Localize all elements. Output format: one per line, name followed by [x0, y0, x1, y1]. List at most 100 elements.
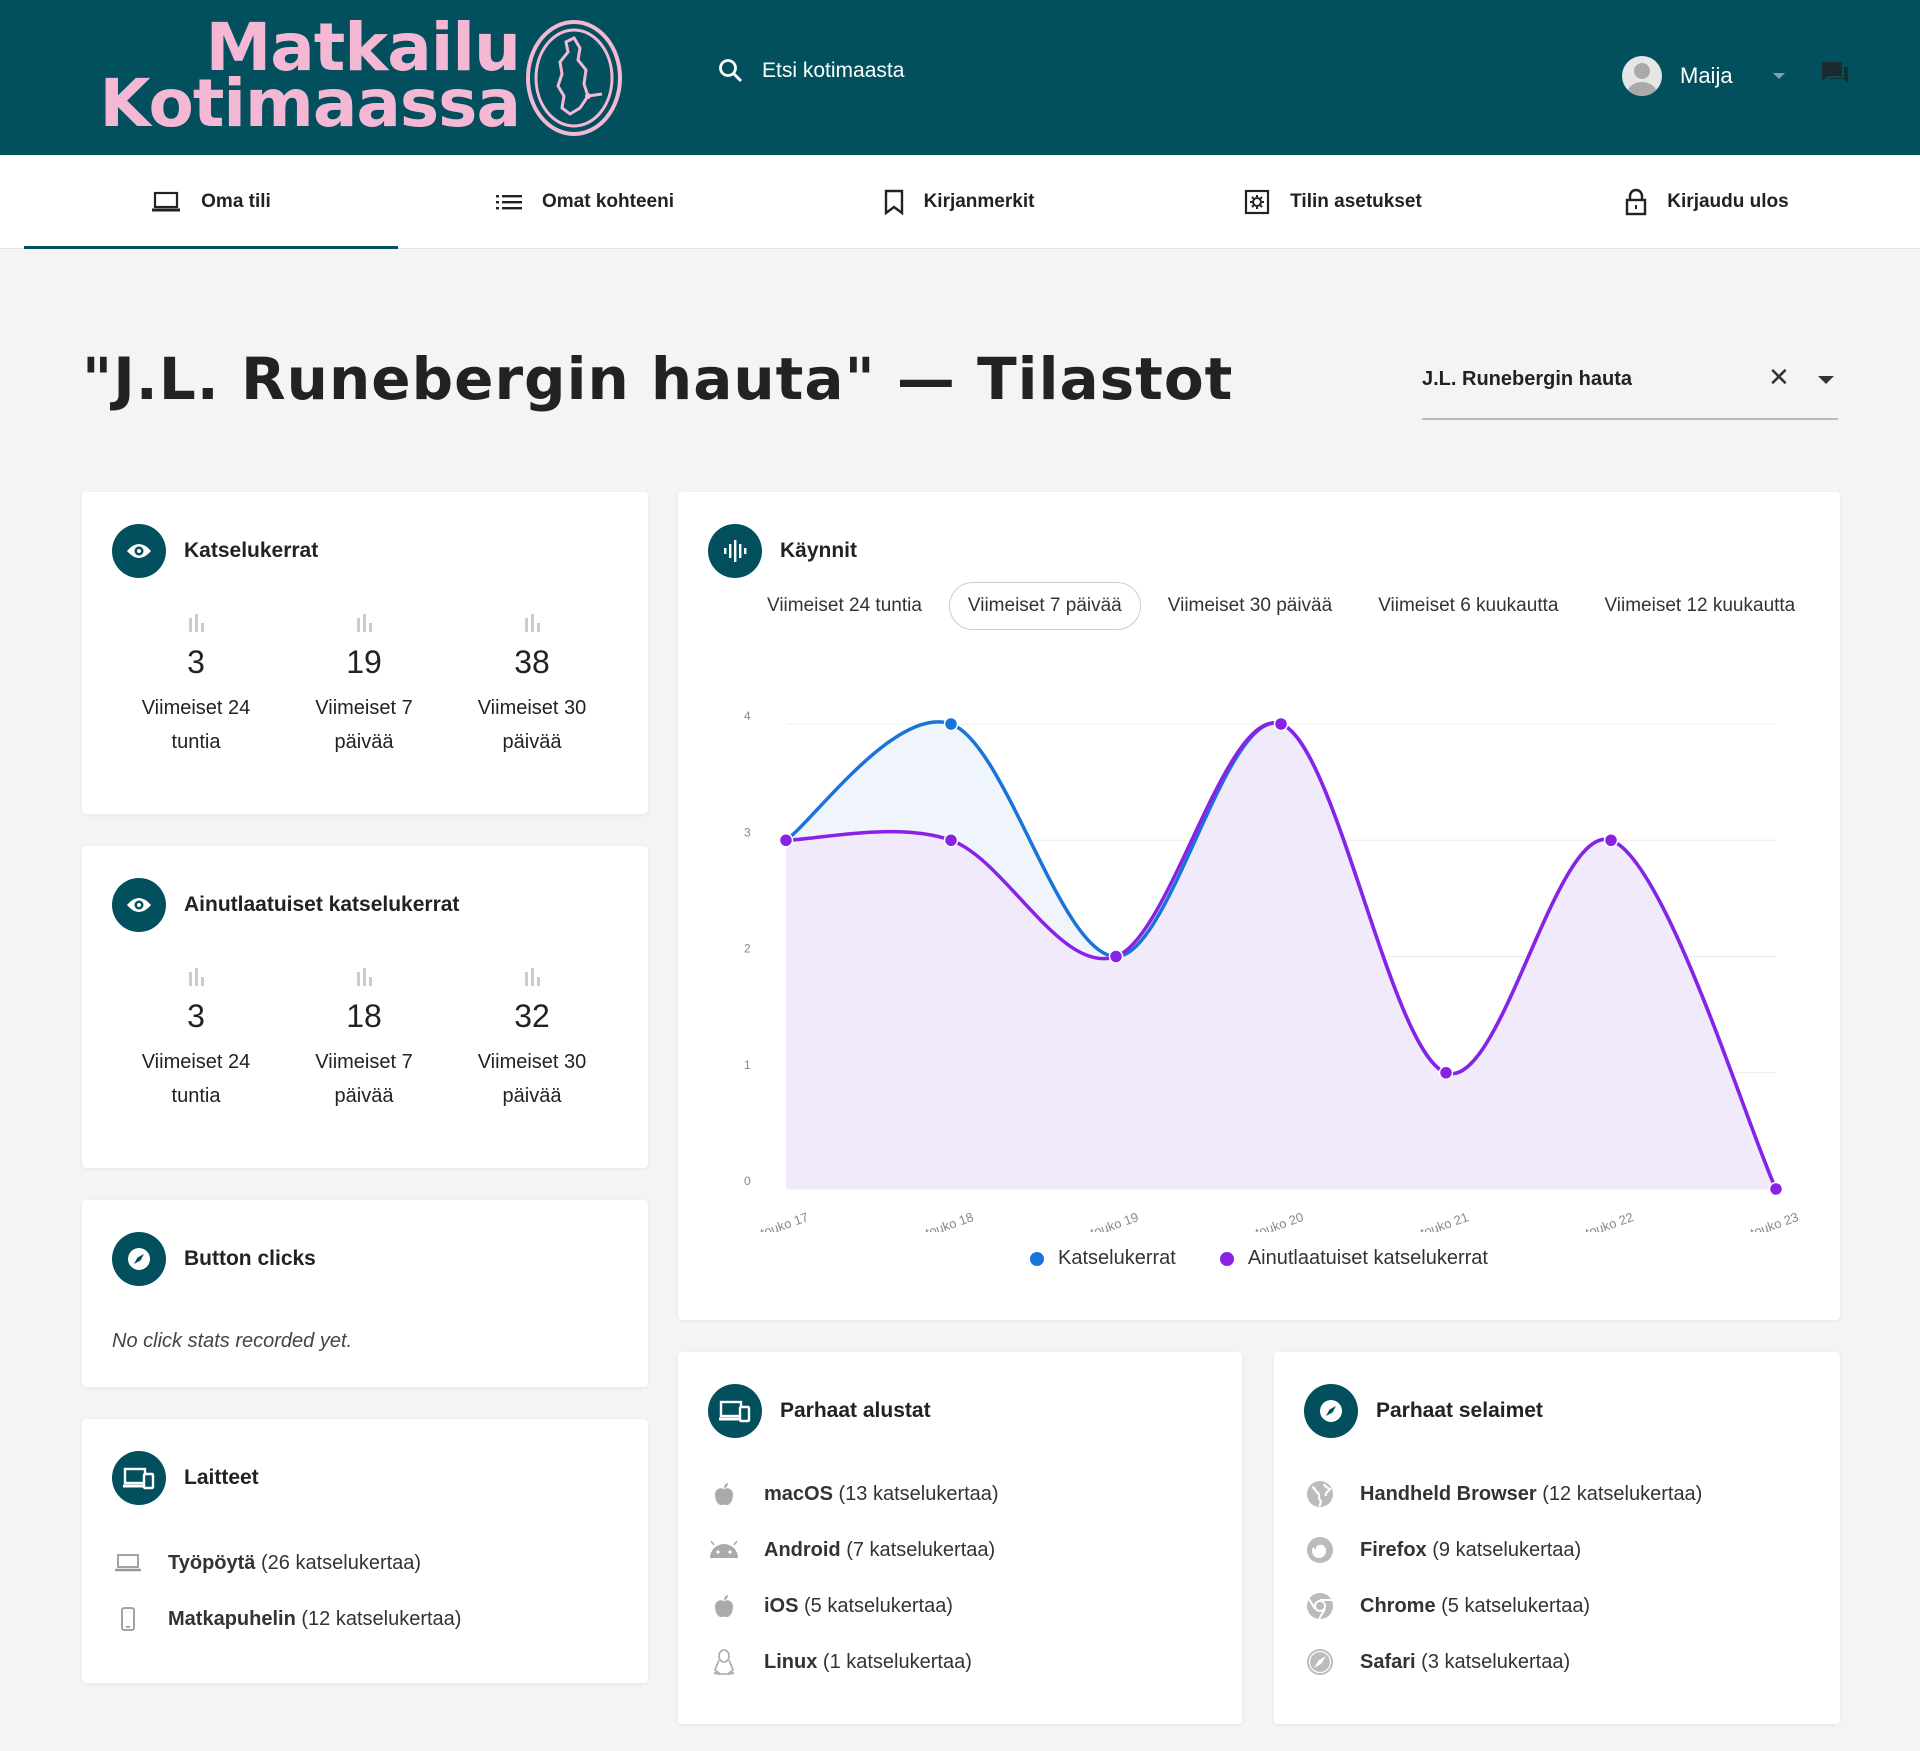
stat: 3 Viimeiset 24 tuntia	[112, 612, 280, 759]
x-tick-label: touko 21	[1418, 1209, 1470, 1232]
data-point	[1273, 716, 1289, 732]
card-title: Laitteet	[184, 1466, 259, 1489]
views-stats: 3 Viimeiset 24 tuntia 19 Viimeiset 7 päivä…	[112, 612, 617, 759]
legend-item[interactable]: Ainutlaatuiset katselukerrat	[1219, 1247, 1488, 1270]
data-point	[778, 833, 794, 848]
stat: 3 Viimeiset 24 tuntia	[112, 966, 280, 1113]
period-tab[interactable]: Viimeiset 12 kuukautta	[1604, 595, 1796, 616]
x-tick-label: touko 17	[758, 1209, 810, 1232]
user-name[interactable]: Maija	[1680, 63, 1733, 88]
y-tick-label: 1	[744, 1058, 751, 1072]
chevron-down-icon[interactable]	[1772, 73, 1785, 79]
series-area-1	[786, 722, 1776, 1189]
waveform-icon	[708, 524, 762, 578]
account-nav: Oma tili Omat kohteeni Kirjanmerkit Tili…	[0, 155, 1920, 249]
settings-icon	[1245, 189, 1270, 215]
chevron-down-icon[interactable]	[1818, 376, 1834, 384]
list-item: Android (7 katselukertaa)	[708, 1522, 999, 1578]
user-menu[interactable]: Maija	[1622, 56, 1785, 96]
lock-icon	[1626, 188, 1647, 216]
list-item: Safari (3 katselukertaa)	[1304, 1634, 1702, 1690]
list-item: Työpöytä (26 katselukertaa)	[112, 1535, 461, 1591]
chat-icon[interactable]	[1820, 60, 1850, 86]
stat-value: 19	[346, 644, 382, 680]
unique-views-stats: 3 Viimeiset 24 tuntia 18 Viimeiset 7 päivä…	[112, 966, 617, 1113]
tab-label: Kirjanmerkit	[923, 191, 1035, 212]
y-tick-label: 3	[744, 825, 751, 839]
bar-chart-icon	[189, 614, 204, 632]
bar-chart-icon	[357, 614, 372, 632]
finland-seal-icon	[526, 20, 622, 136]
desktop-icon	[112, 1553, 144, 1573]
card-title: Parhaat selaimet	[1376, 1399, 1543, 1422]
period-tab[interactable]: Viimeiset 24 tuntia	[767, 595, 922, 616]
mobile-icon	[112, 1606, 144, 1632]
stat: 19 Viimeiset 7 päivää	[280, 612, 448, 759]
compass-icon	[1304, 1384, 1358, 1438]
x-tick-label: touko 22	[1583, 1209, 1635, 1232]
tab-kirjanmerkit[interactable]: Kirjanmerkit	[772, 155, 1146, 249]
stat: 18 Viimeiset 7 päivää	[280, 966, 448, 1113]
devices-icon	[708, 1384, 762, 1438]
compass-icon	[112, 1232, 166, 1286]
list-item: Matkapuhelin (12 katselukertaa)	[112, 1591, 461, 1647]
y-tick-label: 0	[744, 1174, 751, 1188]
unique-views-card: Ainutlaatuiset katselukerrat 3 Viimeiset…	[82, 846, 648, 1168]
laptop-icon	[152, 191, 181, 212]
safari-icon	[1304, 1648, 1336, 1676]
list-item: macOS (13 katselukertaa)	[708, 1466, 999, 1522]
legend-item[interactable]: Katselukerrat	[1030, 1247, 1176, 1270]
stat-label: Viimeiset 7 päivää	[315, 697, 413, 753]
tab-label: Oma tili	[201, 191, 271, 212]
search-input[interactable]: Etsi kotimaasta	[762, 59, 905, 82]
app-header: Matkailu Kotimaassa Etsi kotimaasta Maij…	[0, 0, 1920, 155]
period-tab[interactable]: Viimeiset 30 päivää	[1167, 595, 1333, 616]
bookmark-icon	[884, 189, 903, 215]
legend-dot	[1030, 1251, 1044, 1266]
stat-value: 3	[187, 998, 205, 1034]
logo-line2: Kotimaassa	[99, 65, 521, 142]
bar-chart-icon	[525, 968, 540, 986]
chart-legend: Katselukerrat Ainutlaatuiset katselukerr…	[678, 1247, 1840, 1270]
views-card: Katselukerrat 3 Viimeiset 24 tuntia 19 Vi…	[82, 492, 648, 814]
close-icon[interactable]: ✕	[1768, 362, 1790, 392]
y-tick-label: 4	[744, 709, 751, 723]
chrome-icon	[1304, 1592, 1336, 1620]
bar-chart-icon	[525, 614, 540, 632]
tab-omat-kohteeni[interactable]: Omat kohteeni	[398, 155, 772, 249]
devices-card: Laitteet Työpöytä (26 katselukertaa) Mat…	[82, 1419, 648, 1683]
empty-state-text: No click stats recorded yet.	[112, 1330, 353, 1352]
data-point	[1768, 1181, 1784, 1197]
card-title: Katselukerrat	[184, 539, 319, 562]
visits-chart: 0 1 2 3 4 touko 17 touko 18 touko 19 touko 20 tou…	[744, 709, 1800, 1232]
list-item: Firefox (9 katselukertaa)	[1304, 1522, 1702, 1578]
card-title: Parhaat alustat	[780, 1399, 931, 1422]
legend-label: Katselukerrat	[1058, 1247, 1176, 1269]
globe-icon	[1304, 1480, 1336, 1508]
apple-icon	[708, 1593, 740, 1619]
stat: 32 Viimeiset 30 päivää	[448, 966, 616, 1113]
stat-label: Viimeiset 24 tuntia	[141, 697, 251, 753]
search-bar[interactable]: Etsi kotimaasta	[718, 58, 904, 84]
eye-icon	[112, 878, 166, 932]
platforms-list: macOS (13 katselukertaa) Android (7 kats…	[708, 1466, 999, 1690]
stat: 38 Viimeiset 30 päivää	[448, 612, 616, 759]
browsers-card: Parhaat selaimet Handheld Browser (12 ka…	[1274, 1352, 1840, 1724]
avatar[interactable]	[1622, 56, 1662, 96]
linux-icon	[708, 1648, 740, 1676]
tab-oma-tili[interactable]: Oma tili	[24, 155, 398, 249]
target-select[interactable]: J.L. Runebergin hauta ✕	[1422, 360, 1838, 420]
period-tab[interactable]: Viimeiset 6 kuukautta	[1378, 595, 1559, 616]
x-tick-label: touko 20	[1253, 1209, 1305, 1232]
card-title: Ainutlaatuiset katselukerrat	[184, 893, 460, 916]
logo[interactable]: Matkailu Kotimaassa	[90, 15, 630, 142]
tab-kirjaudu-ulos[interactable]: Kirjaudu ulos	[1520, 155, 1894, 249]
firefox-icon	[1304, 1536, 1336, 1564]
card-title: Käynnit	[780, 539, 858, 562]
stat-value: 32	[514, 998, 550, 1034]
tab-tilin-asetukset[interactable]: Tilin asetukset	[1146, 155, 1520, 249]
platforms-card: Parhaat alustat macOS (13 katselukertaa)…	[678, 1352, 1242, 1724]
legend-dot	[1219, 1251, 1234, 1266]
period-tab-active[interactable]: Viimeiset 7 päivää	[948, 582, 1141, 630]
devices-icon	[112, 1451, 166, 1505]
